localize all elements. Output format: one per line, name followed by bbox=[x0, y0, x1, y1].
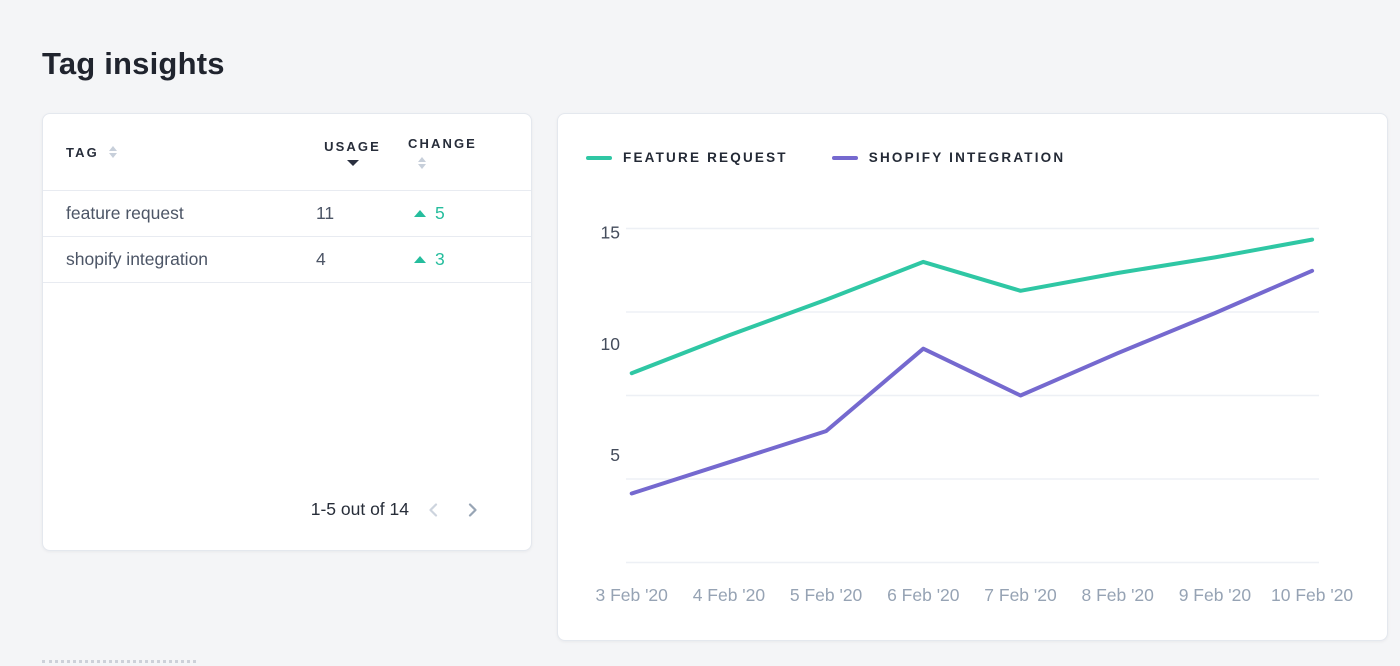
tag-column-label: TAG bbox=[66, 144, 99, 160]
tag-table-card: TAG USAGE CHANGE feature request 11 5 sh… bbox=[42, 113, 532, 551]
legend-item-shopify-integration[interactable]: SHOPIFY INTEGRATION bbox=[831, 150, 1066, 165]
column-header-change[interactable]: CHANGE bbox=[408, 136, 511, 169]
legend-item-feature-request[interactable]: FEATURE REQUEST bbox=[586, 150, 788, 165]
pagination-label: 1-5 out of 14 bbox=[310, 499, 409, 519]
series-line-feature-request bbox=[629, 237, 1315, 376]
sort-icon bbox=[418, 156, 426, 169]
y-axis-tick-label: 10 bbox=[601, 334, 621, 354]
x-axis-tick-label: 9 Feb '20 bbox=[1179, 585, 1252, 605]
x-axis-tick-label: 5 Feb '20 bbox=[790, 585, 863, 605]
next-page-button[interactable] bbox=[463, 501, 481, 519]
line-chart: 15 10 5 3 Feb '20 4 Feb '20 5 Feb '20 6 Feb '2… bbox=[595, 223, 1353, 606]
x-axis-tick-label: 10 Feb '20 bbox=[1271, 585, 1353, 605]
change-value: 5 bbox=[408, 203, 511, 224]
table-row[interactable]: feature request 11 5 bbox=[43, 191, 531, 237]
sort-icon bbox=[108, 146, 117, 158]
table-header-row: TAG USAGE CHANGE bbox=[43, 114, 531, 191]
change-amount: 5 bbox=[435, 203, 445, 223]
column-header-usage[interactable]: USAGE bbox=[297, 139, 408, 166]
chevron-right-icon bbox=[468, 502, 477, 517]
pagination: 1-5 out of 14 bbox=[311, 499, 481, 520]
x-axis-tick-label: 3 Feb '20 bbox=[595, 585, 668, 605]
x-axis-tick-label: 6 Feb '20 bbox=[887, 585, 960, 605]
column-header-tag[interactable]: TAG bbox=[66, 145, 297, 160]
prev-page-button[interactable] bbox=[425, 501, 443, 519]
change-amount: 3 bbox=[435, 249, 445, 269]
change-column-label: CHANGE bbox=[408, 135, 477, 151]
legend-label: SHOPIFY INTEGRATION bbox=[868, 150, 1066, 165]
legend-swatch-teal bbox=[586, 155, 612, 160]
legend-swatch-purple bbox=[831, 155, 858, 160]
usage-value: 4 bbox=[316, 249, 326, 269]
page-title: Tag insights bbox=[42, 46, 225, 81]
change-up-icon bbox=[414, 256, 426, 263]
tag-name: feature request bbox=[66, 203, 184, 223]
x-axis-tick-label: 7 Feb '20 bbox=[984, 585, 1057, 605]
change-up-icon bbox=[414, 210, 426, 217]
usage-column-label: USAGE bbox=[324, 138, 381, 154]
y-axis-tick-label: 15 bbox=[601, 223, 620, 243]
legend-label: FEATURE REQUEST bbox=[623, 150, 788, 165]
x-axis-tick-label: 8 Feb '20 bbox=[1081, 585, 1154, 605]
y-axis-tick-label: 5 bbox=[610, 445, 620, 465]
bottom-dotted-divider bbox=[42, 660, 196, 663]
usage-value: 11 bbox=[316, 203, 335, 223]
series-line-shopify-integration bbox=[629, 268, 1315, 496]
tag-chart-card: FEATURE REQUEST SHOPIFY INTEGRATION 15 10… bbox=[557, 113, 1388, 641]
x-axis-tick-label: 4 Feb '20 bbox=[693, 585, 766, 605]
chart-legend: FEATURE REQUEST SHOPIFY INTEGRATION bbox=[586, 150, 1065, 165]
chevron-left-icon bbox=[429, 502, 438, 517]
sort-descending-icon bbox=[346, 159, 359, 166]
table-row[interactable]: shopify integration 4 3 bbox=[43, 237, 531, 283]
change-value: 3 bbox=[408, 249, 511, 270]
tag-name: shopify integration bbox=[66, 249, 209, 269]
